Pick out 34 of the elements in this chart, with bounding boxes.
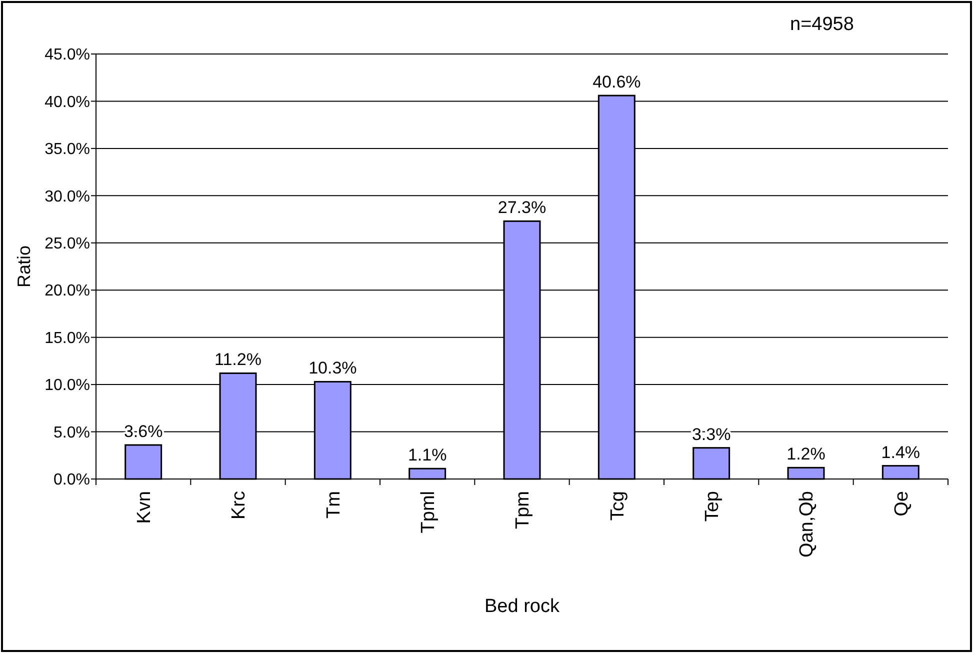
y-tick-label: 45.0% xyxy=(44,46,90,64)
bar xyxy=(124,444,162,480)
x-tick-label: Tpm xyxy=(512,491,534,529)
bar xyxy=(692,447,730,480)
x-axis-title: Bed rock xyxy=(484,596,560,617)
y-tick-label: 25.0% xyxy=(44,235,90,252)
data-label: 27.3% xyxy=(498,198,546,218)
bar xyxy=(787,466,825,480)
bar xyxy=(408,468,446,480)
x-tick-label: Tep xyxy=(702,491,723,522)
data-label: 1.2% xyxy=(786,444,826,464)
x-tick-label: Tm xyxy=(323,491,344,518)
y-tick-label: 40.0% xyxy=(44,94,90,111)
y-axis-title: Ratio xyxy=(14,245,34,288)
y-tick-label: 5.0% xyxy=(54,424,90,442)
x-tick-label: Qan,Qb xyxy=(796,491,818,558)
bar xyxy=(882,465,920,480)
data-label: 1.4% xyxy=(881,442,920,462)
y-tick-label: 15.0% xyxy=(44,330,90,347)
x-tick-label: Tpml xyxy=(418,491,439,534)
y-tick-label: 10.0% xyxy=(44,377,90,394)
data-label: 10.3% xyxy=(308,358,357,378)
x-tick-label: Krc xyxy=(228,491,250,520)
text: n=4958 xyxy=(790,14,854,35)
x-tick-label: Kvn xyxy=(134,491,155,524)
y-tick-label: 35.0% xyxy=(44,141,90,158)
y-tick-label: 20.0% xyxy=(44,282,90,300)
x-tick-label: Tcg xyxy=(607,491,628,521)
data-label: 40.6% xyxy=(592,72,641,92)
data-label: 1.1% xyxy=(408,446,447,465)
x-tick-label: Qe xyxy=(891,491,912,516)
data-label: 11.2% xyxy=(214,350,262,370)
y-tick-label: 0.0% xyxy=(54,472,90,489)
y-tick-label: 30.0% xyxy=(44,188,90,206)
